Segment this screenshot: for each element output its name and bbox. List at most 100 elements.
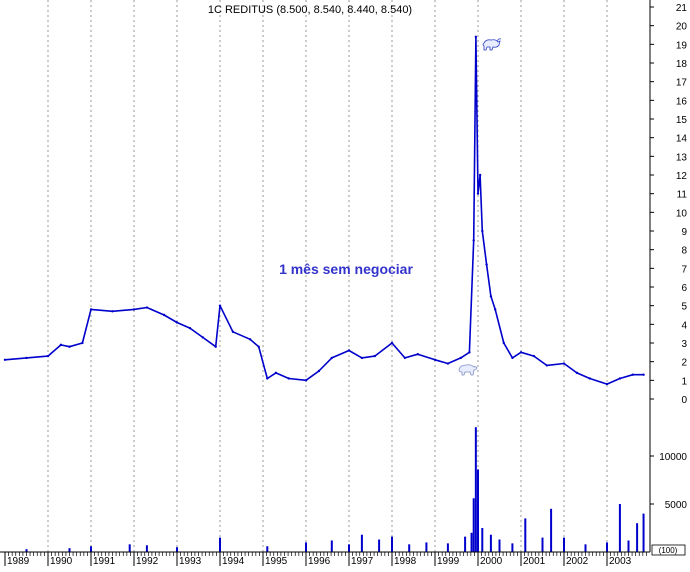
price-point — [111, 310, 114, 313]
volume-bar — [25, 549, 28, 552]
price-point — [162, 313, 166, 317]
y-tick-label: 6 — [681, 283, 687, 294]
price-point — [618, 377, 622, 380]
volume-bar — [584, 544, 587, 552]
x-tick-label: 1997 — [351, 556, 374, 567]
price-point — [347, 349, 351, 352]
price-point — [472, 239, 475, 242]
volume-tick-label: 5000 — [665, 500, 688, 511]
price-point — [214, 345, 217, 348]
volume-bar — [408, 544, 411, 552]
price-point — [446, 362, 450, 365]
x-tick-label: 1993 — [179, 556, 202, 567]
volume-unit-box — [651, 544, 686, 556]
volume-bar — [472, 498, 475, 552]
y-tick-label: 19 — [676, 40, 688, 51]
price-point — [474, 35, 478, 39]
price-point — [476, 192, 480, 195]
price-point — [317, 369, 321, 373]
x-tick-label: 2000 — [480, 556, 503, 567]
y-tick-label: 11 — [677, 190, 688, 201]
volume-bar — [618, 504, 621, 552]
y-tick-label: 10 — [676, 208, 688, 219]
price-line — [4, 36, 644, 385]
price-point — [485, 263, 488, 266]
x-tick-label: 1998 — [394, 556, 417, 567]
x-tick-label: 1995 — [265, 556, 288, 567]
volume-bar — [636, 523, 639, 552]
price-point — [575, 371, 579, 375]
price-point — [132, 308, 136, 311]
volume-bar — [474, 427, 477, 552]
x-tick-label: 2002 — [566, 556, 589, 567]
volume-bar — [90, 546, 92, 552]
price-point — [218, 304, 222, 307]
volume-bar — [489, 534, 492, 552]
price-point — [257, 345, 260, 348]
price-point — [478, 173, 482, 177]
grid — [47, 0, 608, 552]
volume-bar — [425, 542, 428, 552]
volume-bar — [498, 539, 501, 552]
y-tick-label: 9 — [681, 227, 687, 238]
volume-bar — [68, 548, 71, 552]
price-point — [175, 321, 179, 324]
volume-bar — [541, 537, 544, 552]
price-point — [390, 341, 394, 345]
price-point — [642, 373, 645, 376]
x-tick-label: 1994 — [222, 556, 245, 567]
volume-bar — [606, 542, 608, 552]
price-point — [511, 356, 514, 360]
volume-bar — [348, 544, 350, 552]
y-tick-label: 3 — [681, 339, 687, 350]
price-point — [519, 351, 523, 354]
volume-bar — [330, 540, 333, 552]
volume-bar — [524, 518, 527, 552]
x-tick-label: 2003 — [609, 556, 632, 567]
y-tick-label: 16 — [676, 96, 688, 107]
volume-bar — [128, 544, 131, 552]
volume-bar — [627, 540, 630, 552]
price-point — [403, 356, 407, 360]
volume-bar — [305, 542, 307, 552]
bull-icon — [482, 38, 502, 51]
volume-bar — [470, 532, 473, 552]
price-point — [304, 379, 308, 382]
volume-bar — [378, 539, 381, 552]
volume-bar — [511, 543, 514, 552]
price-point — [68, 345, 71, 348]
volume-bar — [145, 545, 148, 552]
y-tick-label: 18 — [676, 59, 688, 70]
y-tick-label: 1 — [681, 376, 687, 387]
volume-bar — [391, 536, 393, 552]
x-tick-label: 1999 — [437, 556, 460, 567]
price-point — [416, 353, 419, 356]
volume-bar — [481, 528, 484, 552]
price-point — [188, 326, 192, 330]
x-tick-label: 2001 — [523, 556, 546, 567]
y-tick-label: 21 — [676, 3, 688, 14]
y-tick-label: 8 — [681, 246, 687, 257]
y-tick-label: 12 — [676, 171, 688, 182]
price-point — [145, 306, 149, 309]
price-point — [3, 358, 7, 361]
price-point — [502, 341, 505, 345]
y-tick-label: 13 — [676, 152, 688, 163]
x-tick-label: 1991 — [93, 556, 116, 567]
price-point — [25, 356, 28, 360]
price-point — [89, 308, 93, 311]
volume-unit-label: (100) — [659, 546, 678, 555]
price-point — [433, 358, 437, 361]
price-point — [201, 336, 204, 339]
volume-tick-label: 10000 — [659, 452, 687, 463]
y-tick-label: 20 — [676, 22, 688, 33]
price-point — [588, 377, 591, 380]
price-point — [274, 371, 278, 375]
volume-bar — [642, 513, 645, 552]
x-tick-label: 1989 — [7, 556, 30, 567]
y-tick-label: 17 — [676, 78, 688, 89]
volume-bar — [266, 546, 269, 552]
